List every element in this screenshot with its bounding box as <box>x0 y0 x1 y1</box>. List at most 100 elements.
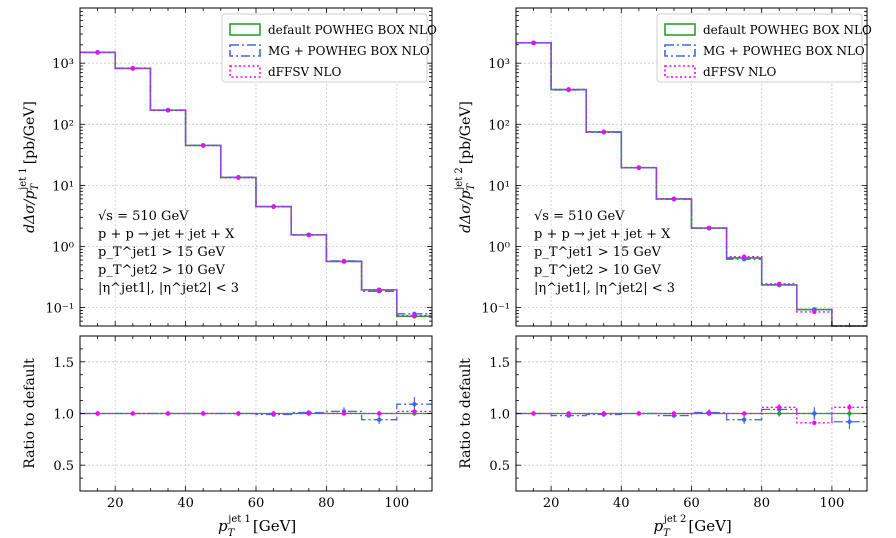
ratio-point <box>812 420 817 425</box>
y-axis-label-unit: [pb/GeV] <box>458 101 474 164</box>
x-tick-label: 60 <box>683 496 700 511</box>
ratio-point <box>777 405 782 410</box>
legend-swatch-dotted <box>229 65 261 78</box>
ratio-point <box>377 411 382 416</box>
y-tick-label: 10² <box>52 118 74 133</box>
data-point <box>566 87 571 92</box>
data-point <box>271 204 276 209</box>
ratio-point <box>236 411 241 416</box>
x-tick-label: 40 <box>177 496 194 511</box>
y-tick-label: 1.5 <box>489 356 510 371</box>
x-tick-label: 20 <box>107 496 124 511</box>
ratio-point <box>165 411 171 416</box>
ratio-point <box>341 411 347 416</box>
data-point <box>236 175 241 180</box>
physics-annotations: √s = 510 GeV p + p → jet + jet + X p_T^jet… <box>534 209 675 296</box>
series-line-dotted <box>516 42 867 327</box>
data-point <box>812 309 817 315</box>
annotation-line: |η^jet1|, |η^jet2| < 3 <box>98 281 239 296</box>
series-line-dashdot <box>80 51 432 315</box>
panel-left: 20 40 60 80 100 10⁻¹ 10⁰ 10¹ 10² 10³ 0.5 1.0 1.5 dΔσ/… <box>18 7 437 538</box>
data-point <box>412 313 417 318</box>
data-point <box>777 281 782 287</box>
ratio-point <box>741 417 747 422</box>
y-axis-label: dΔσ/pTjet 1 [pb/GeV] <box>18 101 41 233</box>
y-tick-label: 10³ <box>52 57 74 72</box>
ratio-point <box>636 411 642 416</box>
y-axis-label-sup: jet 2 <box>454 167 465 191</box>
ratio-axis-label: Ratio to default <box>458 358 474 469</box>
series-line-dashdot <box>516 42 867 327</box>
y-tick-label: 10³ <box>488 57 510 72</box>
y-axis-label-sub: T <box>30 183 41 191</box>
legend-swatch-dashdot <box>664 44 696 57</box>
panel-right: 20 40 60 80 100 10⁻¹ 10⁰ 10¹ 10² 10³ 0.5 1.0 1.5 dΔσ/… <box>454 7 872 538</box>
x-axis-label-unit: [GeV] <box>688 517 731 535</box>
y-tick-label: 1.5 <box>53 356 74 371</box>
ratio-point <box>412 409 417 414</box>
y-tick-label: 10⁻¹ <box>45 302 74 317</box>
legend-swatch-solid <box>229 23 261 36</box>
annotation-line: p + p → jet + jet + X <box>534 227 671 242</box>
ratio-point <box>377 417 382 422</box>
x-axis-label-main: p <box>218 517 228 535</box>
legend-entry: default POWHEG BOX NLO <box>268 23 437 37</box>
annotation-line: p_T^jet2 > 10 GeV <box>534 263 662 278</box>
legend-box <box>656 13 863 83</box>
data-point <box>306 232 311 238</box>
data-point <box>671 196 677 202</box>
annotation-line: p_T^jet2 > 10 GeV <box>98 263 226 278</box>
y-tick-label: 10⁰ <box>52 241 74 256</box>
y-tick-label: 0.5 <box>53 459 74 474</box>
ratio-point <box>306 411 311 416</box>
ratio-point <box>741 411 747 416</box>
data-point <box>201 143 206 148</box>
ratio-point <box>847 411 852 416</box>
y-axis-label-unit: [pb/GeV] <box>22 101 38 164</box>
data-point <box>531 40 536 46</box>
data-point <box>601 129 606 134</box>
data-point <box>130 66 135 71</box>
ratio-point <box>812 411 817 416</box>
y-tick-label: 1.0 <box>53 408 74 423</box>
legend-box <box>221 13 428 83</box>
data-point <box>165 108 171 113</box>
y-axis-label-sup: jet 1 <box>18 167 29 191</box>
x-tick-label: 60 <box>248 496 265 511</box>
physics-annotations: √s = 510 GeV p + p → jet + jet + X p_T^jet… <box>98 209 239 296</box>
annotation-line: √s = 510 GeV <box>98 209 189 224</box>
y-tick-label: 10⁻¹ <box>481 302 510 317</box>
annotation-line: |η^jet1|, |η^jet2| < 3 <box>534 281 675 296</box>
ratio-axis-label: Ratio to default <box>22 358 38 469</box>
legend-entry: MG + POWHEG BOX NLO <box>268 44 430 58</box>
x-tick-label: 80 <box>753 496 770 511</box>
x-axis-label-sub: T <box>663 528 671 538</box>
x-tick-label: 20 <box>543 496 560 511</box>
y-tick-label: 10² <box>488 118 510 133</box>
y-axis-label-main: dΔσ/p <box>22 191 38 233</box>
y-tick-label: 0.5 <box>489 459 510 474</box>
y-tick-label: 10¹ <box>52 179 74 194</box>
x-axis-label-unit: [GeV] <box>253 517 296 535</box>
legend-swatch-dotted <box>664 65 696 78</box>
series-line-dotted <box>80 51 432 317</box>
data-point <box>341 259 347 264</box>
ratio-point <box>201 411 206 416</box>
y-tick-label: 1.0 <box>489 408 510 423</box>
x-axis-label-sup: jet 2 <box>663 514 687 525</box>
x-axis-label-sup: jet 1 <box>227 514 251 525</box>
x-axis-label-sub: T <box>228 528 236 538</box>
annotation-line: √s = 510 GeV <box>534 209 625 224</box>
legend-entry: default POWHEG BOX NLO <box>703 23 872 37</box>
y-axis-label-main: dΔσ/p <box>458 191 474 233</box>
annotation-line: p + p → jet + jet + X <box>98 227 235 242</box>
ratio-point <box>601 411 606 416</box>
legend-entry: dFFSV NLO <box>268 65 342 79</box>
y-axis-label: dΔσ/pTjet 2 [pb/GeV] <box>454 101 477 233</box>
ratio-point <box>95 411 100 416</box>
ratio-point <box>671 411 677 416</box>
data-point <box>706 225 712 231</box>
data-point <box>741 254 747 259</box>
legend-swatch-solid <box>664 23 696 36</box>
